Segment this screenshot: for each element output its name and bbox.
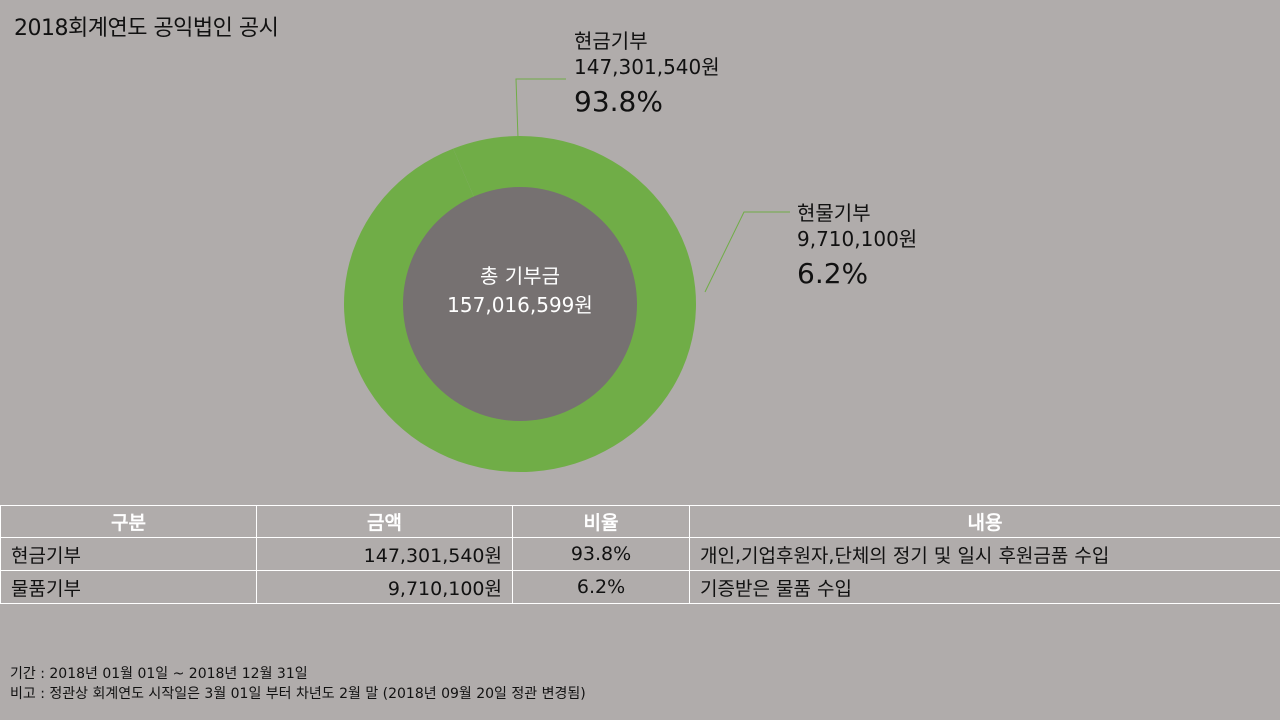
slice-amount: 147,301,540원 <box>574 55 720 79</box>
column-header: 구분 <box>0 505 257 538</box>
donut-hole <box>403 187 637 421</box>
table-row: 현금기부 147,301,540원 93.8% 개인,기업후원자,단체의 정기 … <box>0 537 1280 571</box>
summary-table: 구분 금액 비율 내용 현금기부 147,301,540원 93.8% 개인,기… <box>0 505 1280 604</box>
table-cell-ratio: 93.8% <box>512 537 690 571</box>
remark-note: 비고 : 정관상 회계연도 시작일은 3월 01일 부터 차년도 2월 말 (2… <box>10 686 586 703</box>
donut-chart <box>344 78 790 472</box>
notes: 기간 : 2018년 01월 01일 ~ 2018년 12월 31일 비고 : … <box>10 664 586 705</box>
table-cell-category: 물품기부 <box>0 570 257 604</box>
donut-center-text: 총 기부금 157,016,599원 <box>405 262 635 320</box>
slice-amount: 9,710,100원 <box>797 227 918 251</box>
slice-percent: 6.2% <box>797 257 869 290</box>
leader-line-inkind <box>704 211 790 293</box>
table-cell-amount: 9,710,100원 <box>256 570 513 604</box>
center-value: 157,016,599원 <box>447 293 593 317</box>
callout-inkind: 현물기부 9,710,100원 6.2% <box>797 200 917 292</box>
callout-cash: 현금기부 147,301,540원 93.8% <box>574 28 720 120</box>
column-header: 금액 <box>256 505 513 538</box>
column-header: 비율 <box>512 505 690 538</box>
slice-label: 현물기부 <box>797 201 871 225</box>
table-header-row: 구분 금액 비율 내용 <box>0 505 1280 538</box>
table-cell-description: 개인,기업후원자,단체의 정기 및 일시 후원금품 수입 <box>689 537 1280 571</box>
leader-line-cash <box>515 78 566 139</box>
page-title: 2018회계연도 공익법인 공시 <box>14 16 279 41</box>
period-note: 기간 : 2018년 01월 01일 ~ 2018년 12월 31일 <box>10 666 308 682</box>
center-label: 총 기부금 <box>480 264 560 288</box>
table-cell-ratio: 6.2% <box>512 570 690 604</box>
table-row: 물품기부 9,710,100원 6.2% 기증받은 물품 수입 <box>0 570 1280 604</box>
table-cell-category: 현금기부 <box>0 537 257 571</box>
column-header: 내용 <box>689 505 1280 538</box>
table-cell-description: 기증받은 물품 수입 <box>689 570 1280 604</box>
table-cell-amount: 147,301,540원 <box>256 537 513 571</box>
slice-percent: 93.8% <box>574 85 663 118</box>
slice-label: 현금기부 <box>574 29 648 53</box>
